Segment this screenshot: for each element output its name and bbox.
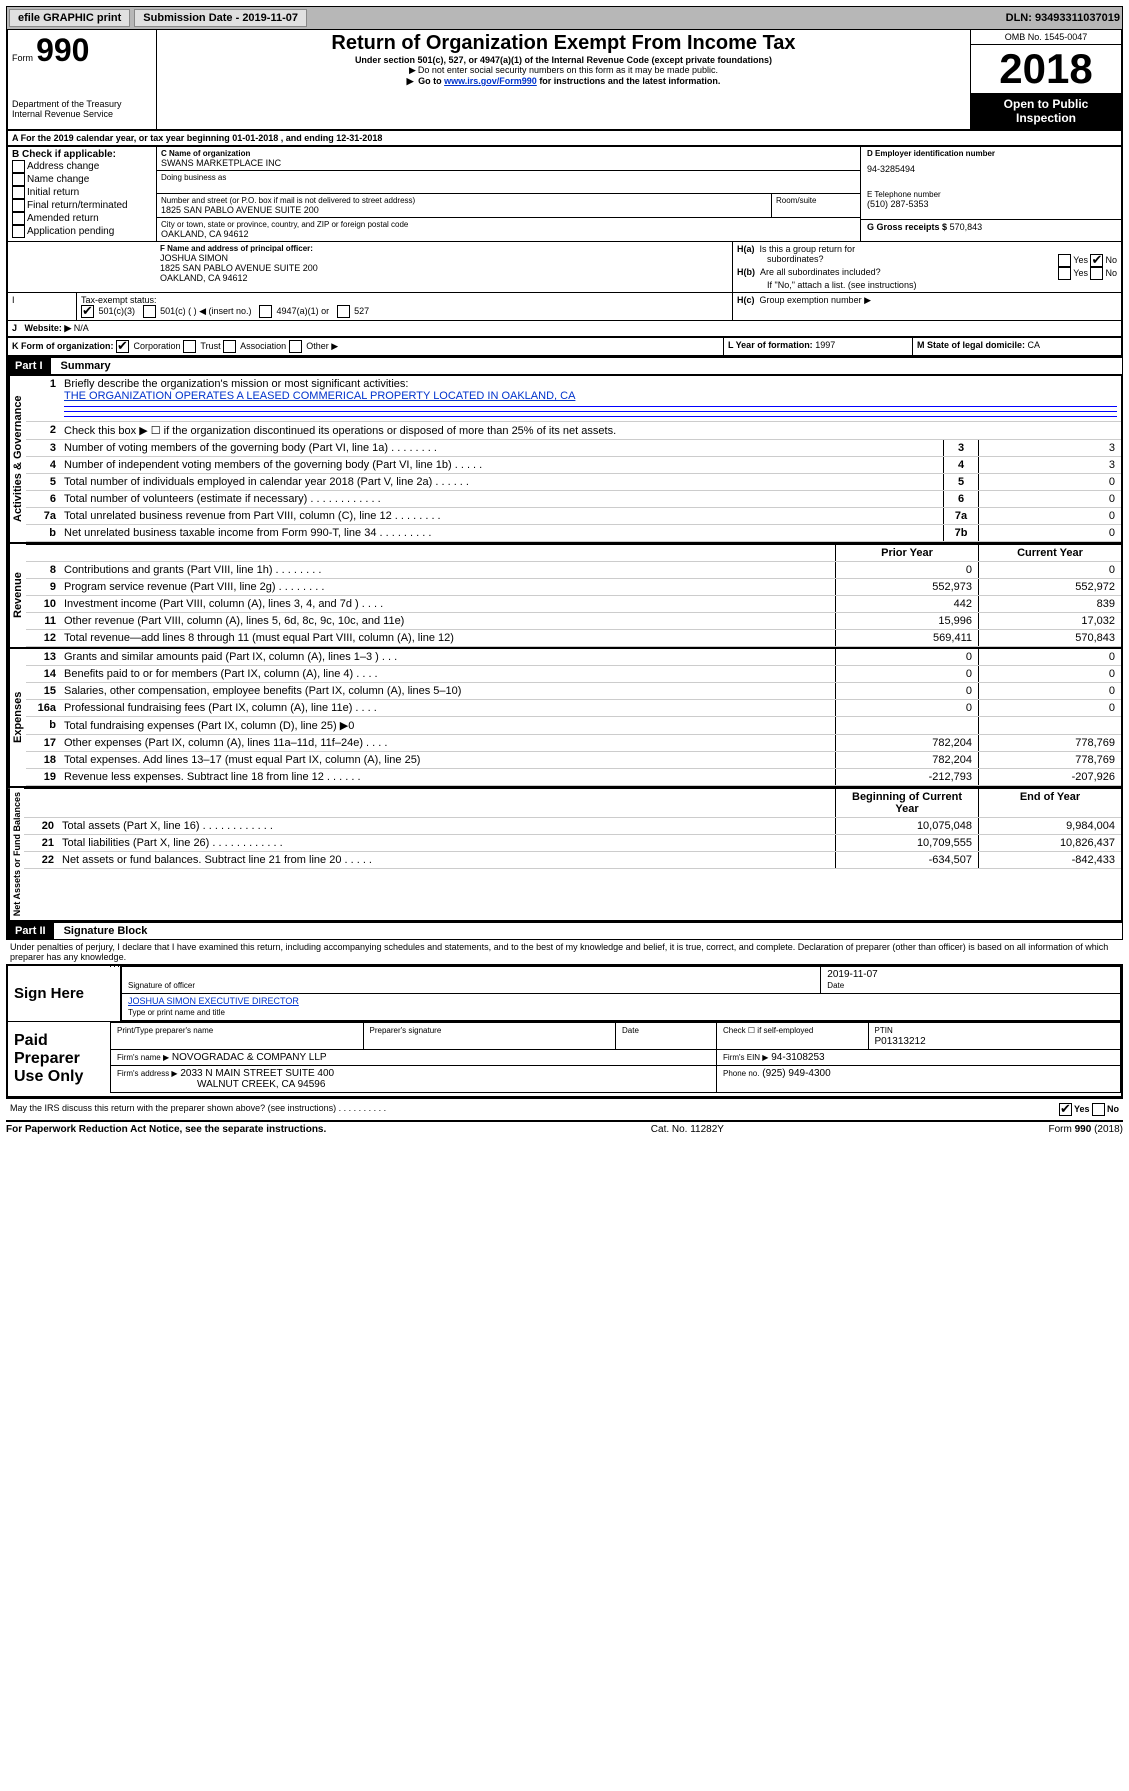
note2-pre: Go to — [418, 76, 444, 86]
part1-header: Part I Summary — [6, 357, 1123, 375]
section-hc: H(c) Group exemption number ▶ — [733, 293, 1121, 320]
section-deg: D Employer identification number 94-3285… — [861, 147, 1121, 241]
dept: Department of the Treasury Internal Reve… — [12, 99, 152, 119]
section-j: J Website: ▶ N/A — [8, 321, 1121, 336]
section-h: H(a) Is this a group return for subordin… — [733, 242, 1121, 292]
omb: OMB No. 1545-0047 — [971, 30, 1121, 45]
part2-header: Part II Signature Block — [6, 922, 1123, 940]
perjury: Under penalties of perjury, I declare th… — [6, 940, 1123, 964]
note1: Do not enter social security numbers on … — [161, 65, 966, 76]
signature-block: Sign Here Signature of officer 2019-11-0… — [6, 964, 1123, 1099]
form-header: Form 990 Department of the Treasury Inte… — [6, 30, 1123, 131]
form-label: Form — [12, 53, 33, 63]
open-public: Open to Public Inspection — [971, 93, 1121, 129]
section-f: F Name and address of principal officer:… — [156, 242, 733, 292]
irs-link[interactable]: www.irs.gov/Form990 — [444, 76, 537, 86]
section-c: C Name of organization SWANS MARKETPLACE… — [157, 147, 861, 241]
form-number: 990 — [36, 32, 89, 68]
form-title: Return of Organization Exempt From Incom… — [161, 32, 966, 55]
side-net: Net Assets or Fund Balances — [8, 788, 24, 920]
side-gov: Activities & Governance — [8, 376, 26, 542]
mission-text: THE ORGANIZATION OPERATES A LEASED COMME… — [64, 390, 575, 402]
dln: DLN: 93493311037019 — [1006, 12, 1120, 24]
side-exp: Expenses — [8, 649, 26, 786]
discuss: May the IRS discuss this return with the… — [10, 1103, 386, 1116]
tax-exempt: Tax-exempt status: 501(c)(3) 501(c) ( ) … — [77, 293, 733, 320]
subtitle: Under section 501(c), 527, or 4947(a)(1)… — [161, 55, 966, 65]
submission-button[interactable]: Submission Date - 2019-11-07 — [134, 9, 307, 27]
period-row: A For the 2019 calendar year, or tax yea… — [6, 131, 1123, 147]
section-i-label: I — [8, 293, 77, 320]
topbar: efile GRAPHIC print Submission Date - 20… — [6, 6, 1123, 30]
side-rev: Revenue — [8, 544, 26, 647]
tax-year: 2018 — [971, 45, 1121, 93]
discuss-yesno: Yes No — [1059, 1103, 1119, 1116]
efile-button[interactable]: efile GRAPHIC print — [9, 9, 130, 27]
section-b: B Check if applicable: Address change Na… — [8, 147, 157, 241]
note2-post: for instructions and the latest informat… — [539, 76, 720, 86]
section-k: K Form of organization: Corporation Trus… — [8, 338, 724, 355]
section-l: L Year of formation: 1997 — [724, 338, 913, 355]
footer: For Paperwork Reduction Act Notice, see … — [6, 1122, 1123, 1137]
section-m: M State of legal domicile: CA — [913, 338, 1121, 355]
